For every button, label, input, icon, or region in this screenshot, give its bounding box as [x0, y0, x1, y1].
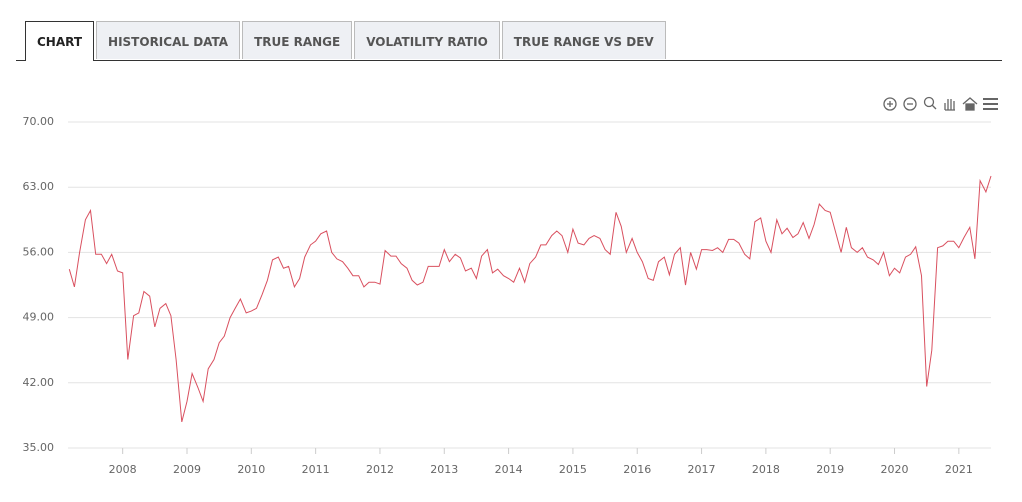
tab[interactable]: TRUE RANGE VS DEV: [501, 21, 666, 59]
y-tick-label: 42.00: [23, 376, 55, 389]
x-tick-label: 2019: [816, 463, 844, 476]
x-tick-label: 2011: [302, 463, 330, 476]
home[interactable]: [962, 97, 978, 111]
x-tick-label: 2012: [366, 463, 394, 476]
y-tick-label: 35.00: [23, 441, 55, 454]
x-tick-label: 2015: [559, 463, 587, 476]
y-tick-label: 63.00: [23, 180, 55, 193]
y-tick-label: 56.00: [23, 245, 55, 258]
tab[interactable]: CHART: [25, 21, 95, 61]
x-tick-label: 2008: [109, 463, 137, 476]
x-tick-label: 2016: [623, 463, 651, 476]
zoom-out[interactable]: [903, 97, 917, 111]
zoom-in[interactable]: [883, 97, 897, 111]
x-tick-label: 2010: [237, 463, 265, 476]
x-tick-label: 2017: [688, 463, 716, 476]
x-tick-label: 2018: [752, 463, 780, 476]
pan[interactable]: [944, 99, 955, 111]
zoom[interactable]: [923, 96, 937, 110]
line-series: [68, 175, 992, 423]
tab[interactable]: VOLATILITY RATIO: [354, 21, 500, 59]
x-tick-label: 2014: [495, 463, 523, 476]
x-tick-label: 2009: [173, 463, 201, 476]
x-tick-label: 2021: [945, 463, 973, 476]
menu[interactable]: [983, 98, 998, 110]
x-tick-label: 2013: [430, 463, 458, 476]
tab[interactable]: TRUE RANGE: [242, 21, 353, 59]
x-tick-label: 2020: [881, 463, 909, 476]
y-tick-label: 49.00: [23, 311, 55, 324]
tab-bar: CHART HISTORICAL DATA TRUE RANGE VOLATIL…: [16, 21, 1002, 61]
y-tick-label: 70.00: [23, 115, 55, 128]
tab[interactable]: HISTORICAL DATA: [96, 21, 241, 59]
